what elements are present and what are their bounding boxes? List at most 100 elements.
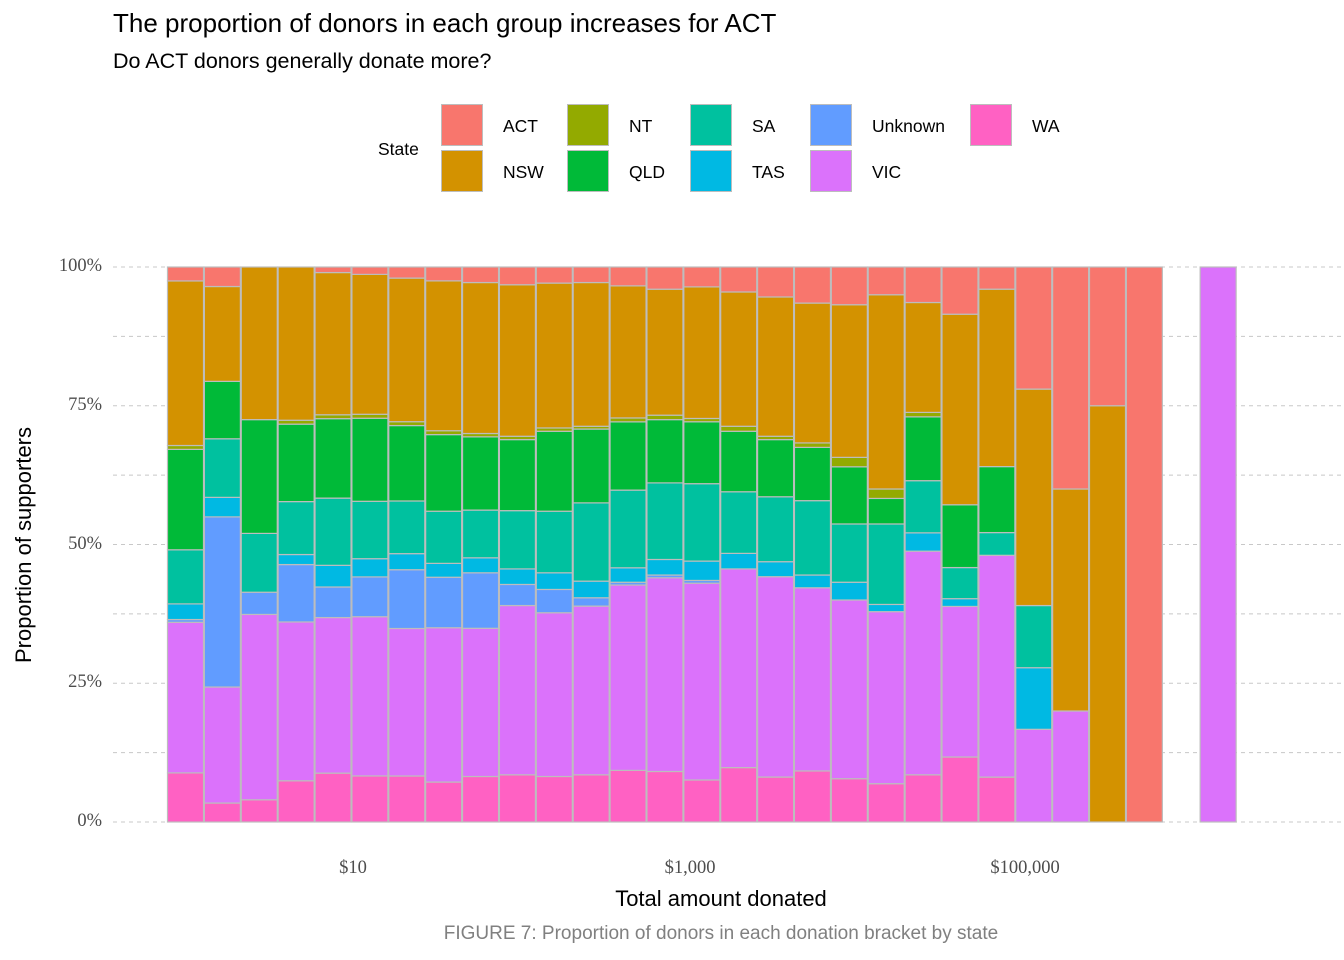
bar-segment-nsw bbox=[1015, 388, 1053, 607]
bar-segment-vic bbox=[1052, 710, 1090, 823]
legend-swatch bbox=[810, 104, 852, 146]
legend-title: State bbox=[378, 139, 419, 159]
bar-segment-qld bbox=[203, 380, 241, 440]
bar-segment-nsw bbox=[425, 280, 463, 432]
bar-segment-wa bbox=[830, 778, 868, 823]
bar-segment-wa bbox=[277, 780, 315, 823]
bar-segment-vic bbox=[1199, 266, 1237, 823]
legend-swatch bbox=[441, 104, 483, 146]
bar-segment-wa bbox=[572, 774, 610, 823]
bar-segment-act bbox=[461, 266, 500, 284]
bar-segment-sa bbox=[720, 491, 758, 554]
bar-segment-wa bbox=[609, 769, 647, 823]
bar-segment-unknown bbox=[314, 586, 352, 619]
bar-segment-nsw bbox=[166, 280, 205, 447]
legend-label: QLD bbox=[629, 162, 665, 182]
bar-segment-nsw bbox=[793, 302, 832, 444]
bar-segment-wa bbox=[904, 774, 942, 823]
bar-segment-nsw bbox=[388, 277, 426, 423]
bar-segment-nsw bbox=[830, 304, 868, 458]
bar-segment-vic bbox=[720, 568, 758, 769]
bar-segment-vic bbox=[498, 604, 537, 776]
bar-segment-act bbox=[425, 266, 463, 282]
bar-segment-sa bbox=[388, 500, 426, 555]
bar-segment-sa bbox=[941, 566, 979, 600]
bar-segment-wa bbox=[941, 756, 979, 823]
bar-segment-tas bbox=[498, 568, 537, 586]
bar-segment-vic bbox=[351, 616, 389, 777]
bar-segment-qld bbox=[572, 428, 610, 504]
bar-segment-act bbox=[609, 266, 647, 287]
bar-segment-sa bbox=[609, 489, 647, 569]
bar-segment-act bbox=[646, 266, 684, 290]
legend-swatch bbox=[690, 150, 732, 192]
bar-segment-sa bbox=[314, 497, 352, 566]
bar-segment-sa bbox=[166, 549, 205, 605]
bar-segment-vic bbox=[978, 554, 1016, 778]
x-axis-label: Total amount donated bbox=[615, 886, 827, 911]
bar-segment-vic bbox=[277, 621, 315, 782]
bar-segment-tas bbox=[609, 567, 647, 583]
bar-segment-tas bbox=[203, 496, 241, 518]
legend-label: SA bbox=[752, 116, 776, 136]
bar-segment-wa bbox=[867, 783, 905, 823]
chart-subtitle: Do ACT donors generally donate more? bbox=[113, 49, 492, 73]
bar-segment-sa bbox=[830, 523, 868, 583]
bar-segment-nsw bbox=[941, 313, 979, 506]
bar-segment-act bbox=[1125, 266, 1163, 823]
bar-segment-tas bbox=[793, 574, 832, 589]
bar-segment-nsw bbox=[498, 284, 537, 437]
bar-segment-nsw bbox=[572, 281, 610, 427]
bar-segment-wa bbox=[793, 770, 832, 823]
legend-swatch bbox=[810, 150, 852, 192]
bar-segment-wa bbox=[166, 772, 205, 823]
bar-segment-act bbox=[683, 266, 721, 288]
bar-segment-tas bbox=[388, 553, 426, 571]
bar-segment-act bbox=[1015, 266, 1053, 390]
bar-segment-qld bbox=[461, 436, 500, 511]
bar-segment-qld bbox=[793, 446, 832, 502]
bar-segment-wa bbox=[351, 775, 389, 823]
bar-segment-act bbox=[720, 266, 758, 293]
bar-segment-sa bbox=[535, 510, 573, 574]
bar-segment-vic bbox=[683, 582, 721, 781]
chart-title: The proportion of donors in each group i… bbox=[113, 8, 777, 38]
bar-segment-vic bbox=[941, 605, 979, 758]
bar-segment-tas bbox=[756, 561, 795, 578]
x-tick-label: $100,000 bbox=[990, 858, 1060, 878]
bar-segment-sa bbox=[498, 510, 537, 570]
bar-segment-vic bbox=[1015, 728, 1053, 823]
bar-segment-sa bbox=[793, 500, 832, 576]
bar-segment-nsw bbox=[1052, 488, 1090, 712]
bar-segment-qld bbox=[609, 421, 647, 491]
bar-segment-unknown bbox=[498, 583, 537, 607]
bar-segment-nsw bbox=[720, 291, 758, 427]
bar-segment-tas bbox=[830, 581, 868, 601]
bar-segment-qld bbox=[720, 430, 758, 493]
bar-segment-act bbox=[904, 266, 942, 304]
bar-segment-qld bbox=[498, 439, 537, 512]
bar-segment-vic bbox=[535, 612, 573, 778]
bar-segment-sa bbox=[203, 438, 241, 498]
legend-swatch bbox=[441, 150, 483, 192]
bar-segment-unknown bbox=[240, 591, 278, 616]
bar-segment-act bbox=[830, 266, 868, 306]
bar-segment-qld bbox=[683, 421, 721, 485]
bar-segment-sa bbox=[867, 523, 905, 606]
bar-segment-unknown bbox=[388, 569, 426, 630]
bar-segment-sa bbox=[683, 483, 721, 562]
bar-segment-vic bbox=[830, 599, 868, 780]
bar-segment-qld bbox=[756, 439, 795, 498]
bar-segment-tas bbox=[314, 564, 352, 588]
bar-segment-tas bbox=[351, 558, 389, 578]
bar-segment-act bbox=[535, 266, 573, 284]
bar-segment-act bbox=[978, 266, 1016, 290]
bar-segment-wa bbox=[240, 799, 278, 823]
bar-segment-nsw bbox=[867, 294, 905, 490]
y-tick-label: 25% bbox=[68, 672, 102, 693]
bar-segment-vic bbox=[388, 627, 426, 777]
bar-segment-wa bbox=[720, 767, 758, 823]
legend-swatch bbox=[567, 104, 609, 146]
bar-segment-nsw bbox=[978, 288, 1016, 468]
bar-segment-act bbox=[941, 266, 979, 315]
